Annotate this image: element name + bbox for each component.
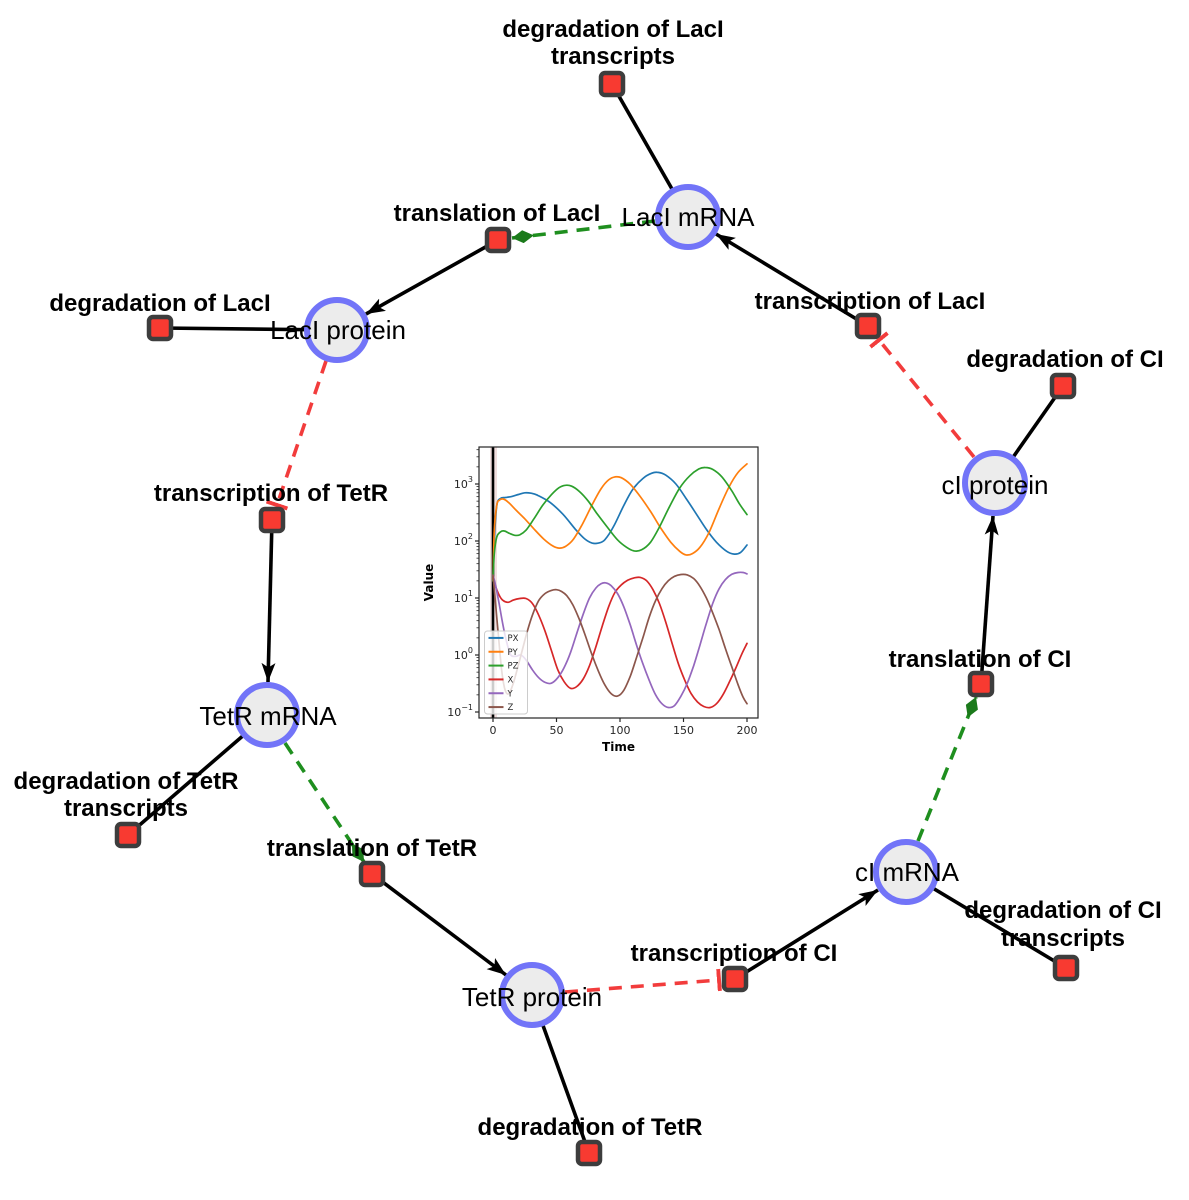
reaction-label: transcripts [64, 795, 188, 822]
reaction-label: degradation of LacI [502, 16, 723, 43]
y-tick-label: 100 [454, 646, 473, 662]
legend-label: PZ [508, 662, 519, 672]
reaction-label: transcripts [551, 43, 675, 70]
legend-label: PY [508, 648, 519, 658]
species-node-tetr-protein [499, 962, 565, 1028]
reaction-label: translation of CI [889, 646, 1072, 673]
chart-curves [492, 463, 748, 709]
chart-curve-X [492, 576, 748, 709]
legend-label: Z [508, 703, 514, 713]
edge-laci-protein-inhibits-tetr-transcription [265, 360, 328, 511]
x-tick-label: 100 [610, 724, 631, 737]
legend-label: X [508, 675, 514, 685]
species-node-laci-mrna [655, 184, 721, 250]
reaction-node-transcription-of-laci [854, 312, 882, 340]
x-tick-label: 0 [490, 724, 497, 737]
edge-tetr-protein-inhibits-ci-transcription [564, 968, 722, 994]
edge-transcription-tetr-to-mrna [261, 519, 276, 683]
reaction-label: degradation of TetR [478, 1114, 703, 1141]
chart-legend: PX PY PZ XYZ [484, 630, 528, 715]
reaction-label: transcripts [1001, 925, 1125, 952]
y-tick-label: 103 [454, 475, 473, 491]
species-label: cI mRNA [855, 857, 960, 887]
legend-label: Y [507, 689, 514, 699]
x-axis-label: Time [602, 740, 635, 754]
species-label: TetR protein [462, 982, 602, 1012]
edge-ci-protein-inhibits-laci-transcription [869, 331, 976, 459]
reaction-label: degradation of TetR [14, 768, 239, 795]
reaction-node-translation-of-laci [484, 226, 512, 254]
legend-label: PX [508, 634, 519, 644]
reaction-label: transcription of LacI [755, 288, 986, 315]
reaction-node-translation-of-ci [967, 670, 995, 698]
y-axis-label: Value [422, 564, 436, 602]
reaction-node-degradation-of-ci-transcripts [1052, 954, 1080, 982]
edge-translation-ci-to-protein [979, 515, 999, 685]
chart-curve-PY [492, 463, 748, 582]
reaction-label: transcription of TetR [154, 480, 388, 507]
reaction-node-transcription-of-tetr [258, 506, 286, 534]
species-label: cI protein [942, 470, 1049, 500]
reaction-node-degradation-of-laci [146, 314, 174, 342]
reaction-node-translation-of-tetr [358, 860, 386, 888]
chart-curve-PX [492, 471, 748, 582]
reaction-label: degradation of CI [964, 897, 1161, 924]
edge-transcription-laci-to-mrna [715, 232, 869, 328]
edge-translation-tetr-to-protein [370, 872, 508, 977]
x-tick-label: 200 [737, 724, 758, 737]
species-node-laci-protein [304, 297, 370, 363]
legend-box [484, 630, 528, 715]
x-tick-label: 50 [550, 724, 564, 737]
chart-curve-PZ [492, 466, 748, 582]
edge-translation-laci-to-protein [365, 238, 499, 316]
reaction-node-degradation-of-tetr-transcripts [114, 821, 142, 849]
reaction-node-degradation-of-laci-transcripts [598, 70, 626, 98]
chart-curve-Y [492, 571, 748, 709]
y-tick-label: 101 [454, 589, 473, 605]
reaction-node-transcription-of-ci [721, 965, 749, 993]
reaction-node-degradation-of-tetr [575, 1139, 603, 1167]
reaction-label: transcription of CI [631, 940, 838, 967]
plot-spines [478, 446, 759, 719]
y-tick-label: 102 [454, 532, 473, 548]
species-label: LacI mRNA [622, 202, 756, 232]
reaction-label: translation of LacI [394, 200, 601, 227]
species-node-tetr-mrna [234, 682, 300, 748]
edge-laci-mrna-modifies-translation [511, 219, 656, 244]
species-label: LacI protein [270, 315, 406, 345]
reaction-label: translation of TetR [267, 835, 477, 862]
y-tick-label: 10−1 [447, 703, 473, 719]
edge-ci-mrna-modifies-translation [916, 696, 978, 842]
edge-tetr-mrna-modifies-translation [283, 742, 366, 863]
x-tick-label: 150 [673, 724, 694, 737]
species-label: TetR mRNA [199, 701, 337, 731]
species-node-ci-mrna [873, 839, 939, 905]
reaction-label: degradation of LacI [49, 290, 270, 317]
chart-curve-Z [492, 573, 748, 705]
reaction-label: degradation of CI [966, 346, 1163, 373]
edge-transcription-ci-to-mrna [734, 888, 879, 981]
species-node-ci-protein [962, 450, 1028, 516]
reaction-node-degradation-of-ci [1049, 372, 1077, 400]
